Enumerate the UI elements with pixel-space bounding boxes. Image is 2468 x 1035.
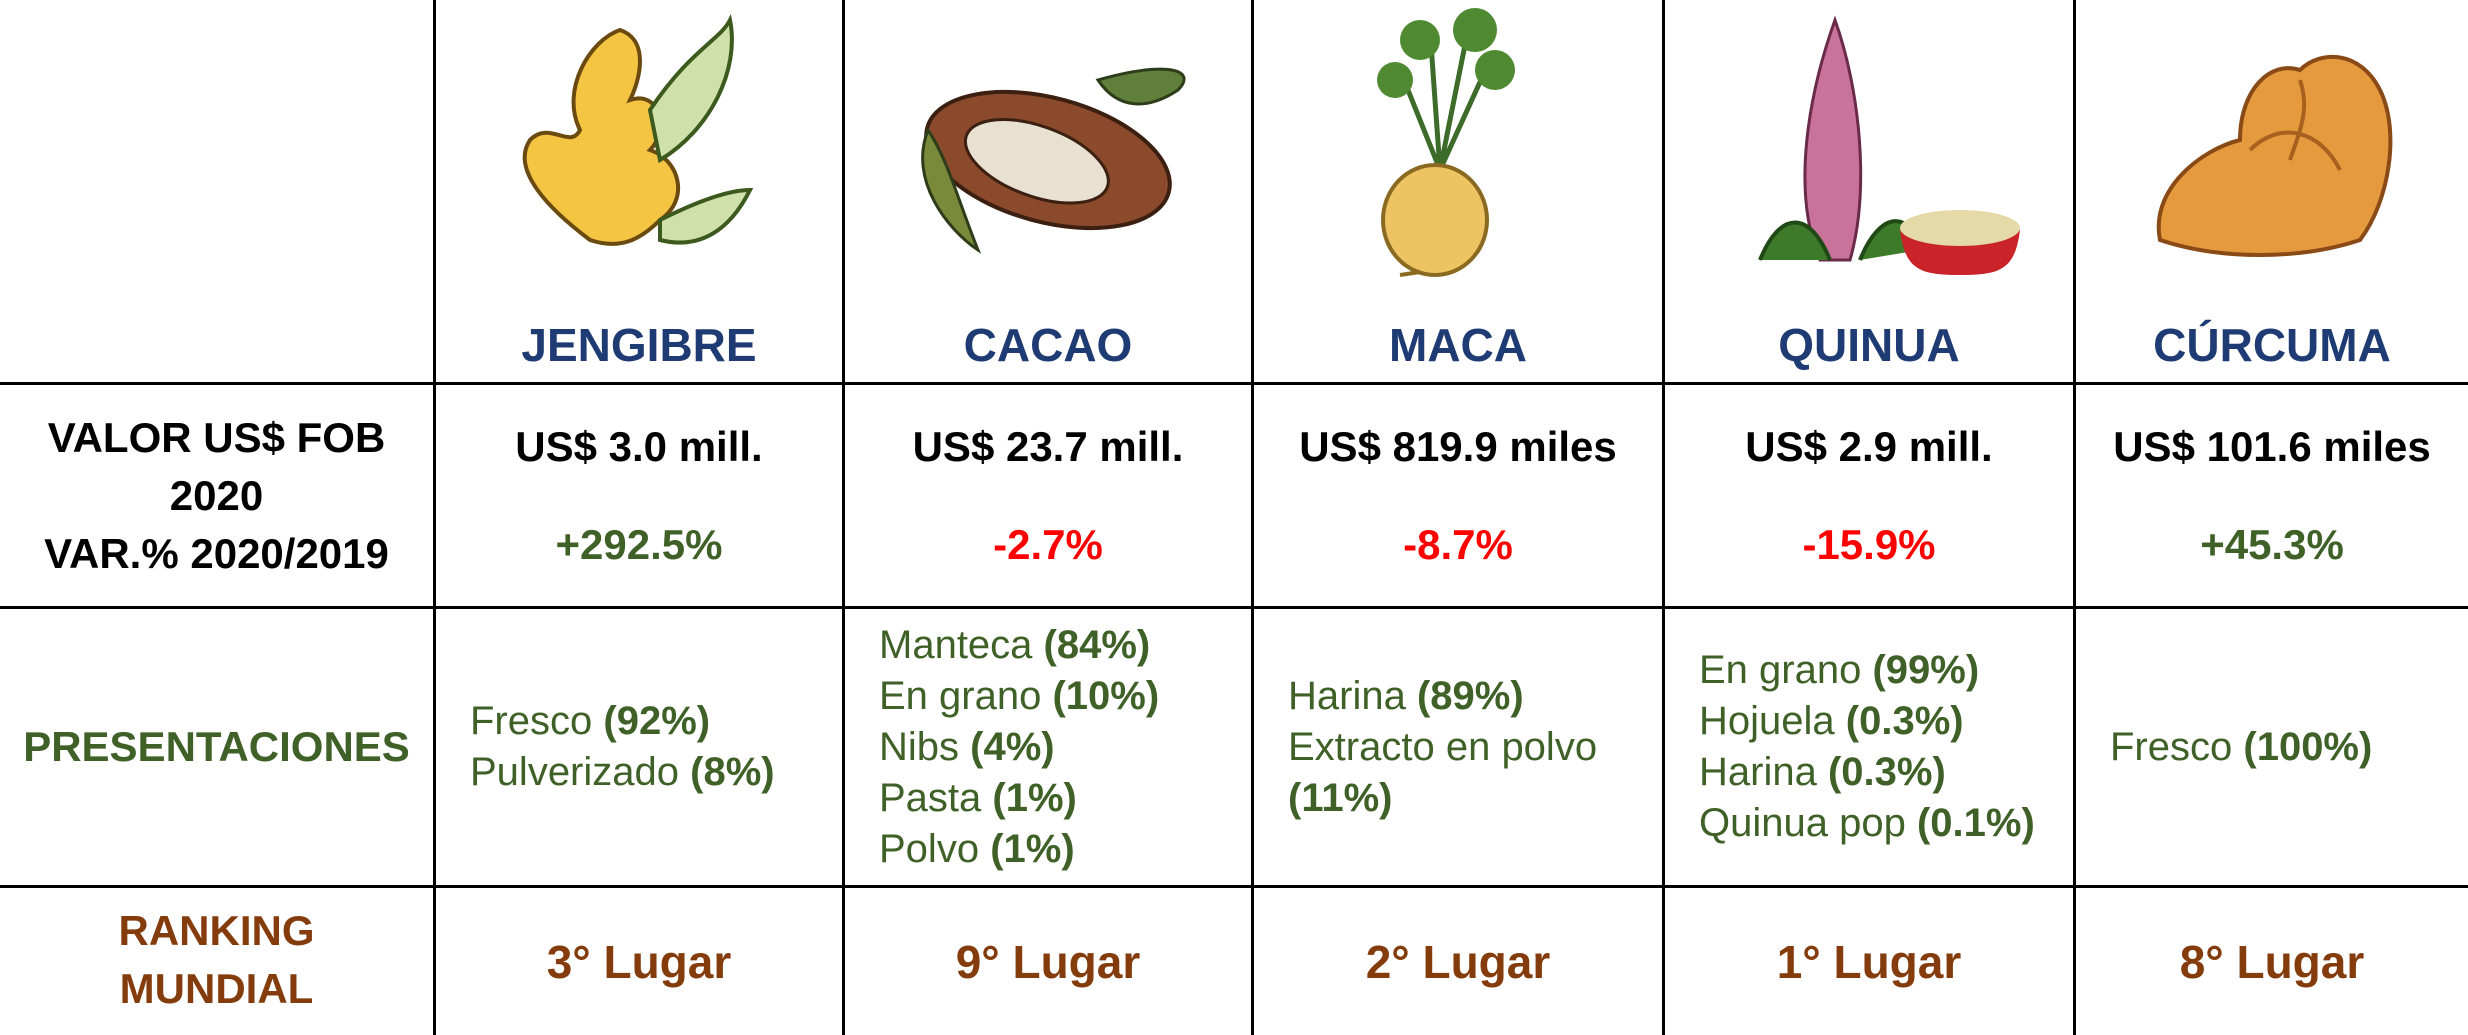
presentation-share: (1%) bbox=[990, 826, 1075, 871]
presentation: Quinua pop (0.1%) bbox=[1699, 798, 2035, 849]
ranking-cell: 9° Lugar bbox=[842, 885, 1251, 1035]
presentation: Extracto en polvo (11%) bbox=[1288, 722, 1638, 824]
presentation-item: Harina bbox=[1288, 673, 1406, 718]
ranking: 3° Lugar bbox=[546, 935, 732, 988]
product-header: CÚRCUMA bbox=[2073, 0, 2468, 382]
variation: +292.5% bbox=[555, 520, 723, 568]
presentation-item: En grano bbox=[1699, 648, 1862, 692]
presentation-item: Quinua pop bbox=[1699, 801, 1906, 845]
product-header: JENGIBRE bbox=[433, 0, 842, 382]
presentation-share: (0.3%) bbox=[1845, 699, 1964, 743]
presentation-item: En grano bbox=[879, 673, 1042, 718]
label-var: VAR.% 2020/2019 bbox=[44, 529, 389, 577]
cacao-icon bbox=[921, 67, 1186, 254]
ranking-cell: 3° Lugar bbox=[433, 885, 842, 1035]
ranking: 1° Lugar bbox=[1776, 935, 1962, 988]
presentations-cell: Fresco (92%) Pulverizado (8%) bbox=[433, 606, 842, 885]
presentation-share: (89%) bbox=[1416, 673, 1524, 718]
presentation-share: (100%) bbox=[2243, 724, 2373, 769]
fob-value: US$ 23.7 mill. bbox=[912, 422, 1184, 470]
row-label: RANKING MUNDIAL bbox=[118, 907, 315, 1012]
product-header: CACAO bbox=[842, 0, 1251, 382]
rule bbox=[0, 885, 433, 1035]
product-header: QUINUA bbox=[1662, 0, 2073, 382]
presentations-cell: En grano (99%) Hojuela (0.3%) Harina (0.3%… bbox=[1662, 606, 2073, 885]
presentation: Fresco (92%) bbox=[470, 696, 710, 747]
presentation-item: Pasta bbox=[879, 775, 982, 820]
presentation-share: (0.3%) bbox=[1827, 750, 1946, 794]
presentation-item: Manteca bbox=[879, 622, 1033, 667]
value-cell: US$ 2.9 mill. -15.9% bbox=[1662, 382, 2073, 606]
presentation-item: Pulverizado bbox=[470, 750, 680, 794]
presentation: En grano (99%) bbox=[1699, 645, 1979, 696]
presentation: Harina (89%) bbox=[1288, 671, 1524, 722]
presentation-share: (11%) bbox=[1288, 775, 1393, 820]
presentation: En grano (10%) bbox=[879, 671, 1159, 722]
ranking-cell: 8° Lugar bbox=[2073, 885, 2468, 1035]
presentations-cell: Fresco (100%) bbox=[2073, 606, 2468, 885]
quinoa-icon bbox=[1758, 15, 2020, 275]
turmeric-icon bbox=[2156, 55, 2393, 257]
presentations-cell: Harina (89%) Extracto en polvo (11%) bbox=[1251, 606, 1662, 885]
row-label: PRESENTACIONES bbox=[0, 606, 433, 885]
presentation: Harina (0.3%) bbox=[1699, 747, 1946, 798]
fob-value: US$ 101.6 miles bbox=[2113, 422, 2431, 470]
product-header: MACA bbox=[1251, 0, 1662, 382]
presentation-share: (4%) bbox=[970, 724, 1055, 769]
presentation: Hojuela (0.3%) bbox=[1699, 696, 1964, 747]
product-name: CÚRCUMA bbox=[2153, 319, 2391, 371]
illustrations bbox=[522, 8, 2393, 277]
ranking: 8° Lugar bbox=[2179, 935, 2365, 988]
value-cell: US$ 23.7 mill. -2.7% bbox=[842, 382, 1251, 606]
ranking-cell: 1° Lugar bbox=[1662, 885, 2073, 1035]
presentation-share: (92%) bbox=[603, 699, 711, 743]
presentation-item: Fresco bbox=[470, 699, 593, 743]
fob-value: US$ 3.0 mill. bbox=[515, 422, 763, 470]
product-name: JENGIBRE bbox=[521, 319, 757, 371]
presentation: Manteca (84%) bbox=[879, 620, 1150, 671]
variation: -2.7% bbox=[993, 520, 1103, 568]
fob-value: US$ 2.9 mill. bbox=[1745, 422, 1993, 470]
presentation: Pulverizado (8%) bbox=[470, 747, 775, 798]
variation: -8.7% bbox=[1403, 520, 1513, 568]
presentations-cell: Manteca (84%) En grano (10%) Nibs (4%) Past… bbox=[842, 606, 1251, 885]
presentation-item: Harina bbox=[1699, 750, 1817, 794]
presentation: Nibs (4%) bbox=[879, 722, 1055, 773]
value-cell: US$ 3.0 mill. +292.5% bbox=[433, 382, 842, 606]
presentation-item: Polvo bbox=[879, 826, 980, 871]
presentation-share: (10%) bbox=[1052, 673, 1160, 718]
presentation-item: Nibs bbox=[879, 724, 960, 769]
presentation-share: (84%) bbox=[1043, 622, 1151, 667]
maca-icon bbox=[1377, 8, 1515, 277]
presentation-item: Extracto en polvo bbox=[1288, 724, 1598, 769]
presentation-share: (99%) bbox=[1872, 648, 1980, 692]
product-name: MACA bbox=[1389, 319, 1527, 371]
label-valor: VALOR US$ FOB 2020 bbox=[47, 413, 386, 519]
variation: -15.9% bbox=[1802, 520, 1936, 568]
product-name: CACAO bbox=[963, 319, 1133, 371]
ranking: 9° Lugar bbox=[955, 935, 1141, 988]
presentation-share: (1%) bbox=[992, 775, 1077, 820]
presentation: Polvo (1%) bbox=[879, 824, 1075, 875]
value-cell: US$ 101.6 miles +45.3% bbox=[2073, 382, 2468, 606]
ginger-icon bbox=[522, 13, 754, 246]
presentation-share: (0.1%) bbox=[1916, 801, 2035, 845]
presentation-share: (8%) bbox=[690, 750, 775, 794]
presentation: Fresco (100%) bbox=[2110, 722, 2372, 773]
ranking-cell: 2° Lugar bbox=[1251, 885, 1662, 1035]
product-name: QUINUA bbox=[1778, 319, 1960, 371]
presentation-item: Fresco bbox=[2110, 724, 2233, 769]
row-label: VALOR US$ FOB 2020 VAR.% 2020/2019 bbox=[0, 382, 433, 606]
value-cell: US$ 819.9 miles -8.7% bbox=[1251, 382, 1662, 606]
presentation: Pasta (1%) bbox=[879, 773, 1077, 824]
variation: +45.3% bbox=[2200, 520, 2344, 568]
fob-value: US$ 819.9 miles bbox=[1299, 422, 1617, 470]
ranking: 2° Lugar bbox=[1365, 935, 1551, 988]
presentation-item: Hojuela bbox=[1699, 699, 1835, 743]
